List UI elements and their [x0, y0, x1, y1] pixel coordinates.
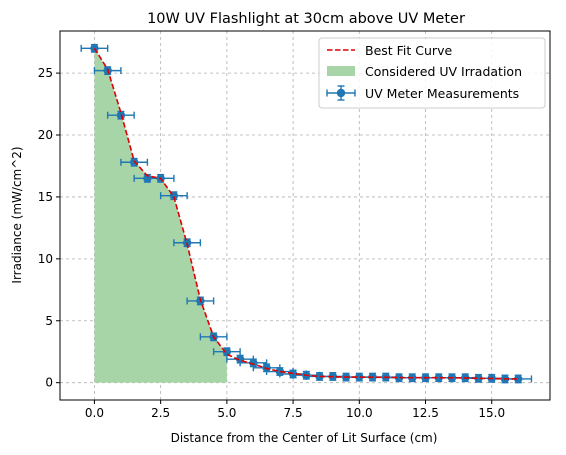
chart-title: 10W UV Flashlight at 30cm above UV Meter	[147, 11, 465, 27]
measurement-marker	[249, 358, 258, 368]
plot-frame	[59, 30, 551, 401]
y-axis-title: Irradiance (mW/cm^2)	[10, 146, 24, 283]
best-fit-curve	[93, 47, 519, 380]
y-tick-label: 10	[38, 252, 53, 266]
uv-irradiation-area	[94, 48, 227, 383]
plot-area: 0.0 2.5 5.0 7.5 10.0 12.5 15.0 0 5 10 15 20 25 Best F…	[38, 30, 551, 420]
x-tick-label: 2.5	[151, 406, 170, 420]
x-tick-label: 7.5	[284, 406, 303, 420]
measurement-marker	[514, 374, 523, 384]
y-tick-label: 25	[38, 66, 53, 80]
legend-fit-label: Best Fit Curve	[365, 43, 452, 58]
legend-measure-label: UV Meter Measurements	[365, 86, 519, 101]
legend-measure-marker	[336, 88, 346, 98]
x-tick-label: 5.0	[217, 406, 236, 420]
legend: Best Fit Curve Considered UV Irradation UV…	[318, 37, 546, 109]
x-tick-label: 0.0	[85, 406, 104, 420]
legend-area-label: Considered UV Irradation	[365, 64, 522, 79]
legend-box	[318, 37, 546, 109]
y-tick-label: 15	[38, 190, 53, 204]
legend-area-swatch	[327, 66, 355, 76]
y-tick-label: 0	[45, 376, 53, 390]
x-tick-label: 12.5	[412, 406, 439, 420]
measurement-marker	[222, 347, 232, 356]
x-tick-label: 15.0	[478, 406, 505, 420]
x-tick-label: 10.0	[346, 406, 373, 420]
x-axis-title: Distance from the Center of Lit Surface …	[171, 431, 438, 445]
y-tick-label: 20	[38, 128, 53, 142]
y-tick-label: 5	[45, 314, 53, 328]
